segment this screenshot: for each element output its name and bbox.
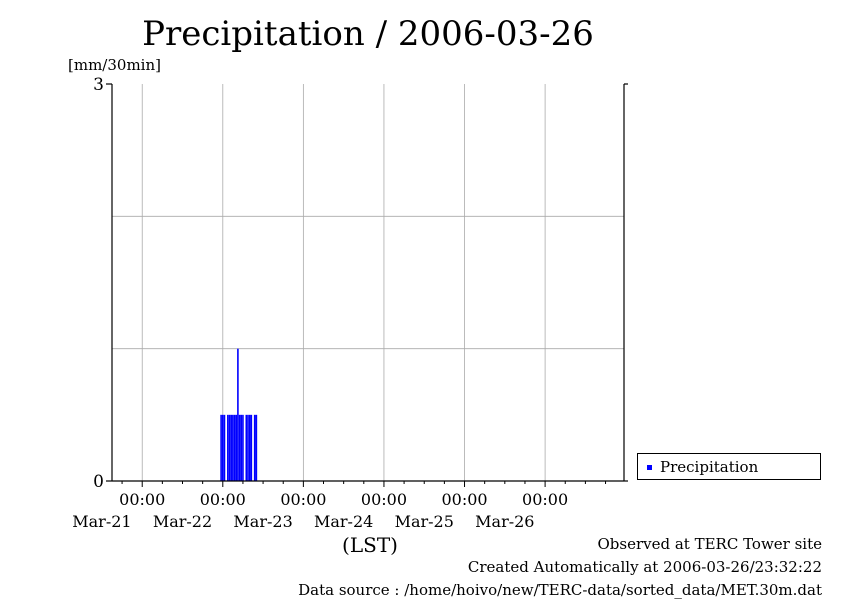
- x-tick-date-label: Mar-23: [233, 512, 292, 531]
- x-tick-date-label: Mar-24: [314, 512, 373, 531]
- x-tick-time-label: 00:00: [280, 490, 326, 509]
- x-tick-date-label: Mar-21: [72, 512, 131, 531]
- precipitation-bar: [248, 414, 251, 481]
- grid-lines: [112, 84, 624, 481]
- x-tick-time-label: 00:00: [119, 490, 165, 509]
- x-tick-date-label: Mar-26: [475, 512, 534, 531]
- precipitation-bar: [250, 414, 253, 481]
- x-tick-date-label: Mar-22: [153, 512, 212, 531]
- precipitation-bar: [220, 414, 222, 481]
- tick-labels: 0 3 00:00 Mar-21 00:00 Mar-22 00:00 Mar-23 00:00…: [72, 75, 568, 557]
- precipitation-bar: [233, 414, 236, 481]
- precipitation-bar: [221, 414, 224, 481]
- legend: Precipitation: [637, 453, 821, 480]
- chart-title: Precipitation / 2006-03-26: [142, 14, 594, 54]
- precipitation-bar: [240, 414, 243, 481]
- legend-swatch: [647, 465, 652, 470]
- x-tick-time-label: 00:00: [361, 490, 407, 509]
- precipitation-bar: [237, 348, 239, 481]
- precipitation-bar: [253, 414, 256, 481]
- precipitation-bar: [247, 414, 249, 481]
- precipitation-bar: [255, 414, 258, 481]
- x-tick-date-label: Mar-25: [395, 512, 454, 531]
- precipitation-bar: [228, 414, 231, 481]
- footer-created: Created Automatically at 2006-03-26/23:3…: [467, 558, 822, 576]
- precipitation-bar: [242, 414, 244, 481]
- precipitation-bar: [245, 414, 248, 481]
- axes: [106, 83, 628, 487]
- precipitation-bar: [232, 414, 234, 481]
- precipitation-bar: [223, 414, 226, 481]
- x-tick-time-label: 00:00: [441, 490, 487, 509]
- x-axis-label: (LST): [342, 533, 398, 557]
- precipitation-bar: [238, 414, 241, 481]
- legend-label: Precipitation: [660, 458, 759, 476]
- footer-source: Data source : /home/hoivo/new/TERC-data/…: [298, 581, 822, 599]
- y-tick-label: 3: [93, 75, 104, 95]
- y-tick-label: 0: [93, 472, 104, 492]
- y-axis-unit-label: [mm/30min]: [68, 56, 161, 74]
- x-tick-time-label: 00:00: [522, 490, 568, 509]
- precipitation-bars: [220, 348, 258, 481]
- precipitation-bar: [227, 414, 229, 481]
- precipitation-bar: [230, 414, 232, 481]
- footer-observed: Observed at TERC Tower site: [597, 535, 822, 553]
- precipitation-bar: [235, 414, 238, 481]
- x-tick-time-label: 00:00: [200, 490, 246, 509]
